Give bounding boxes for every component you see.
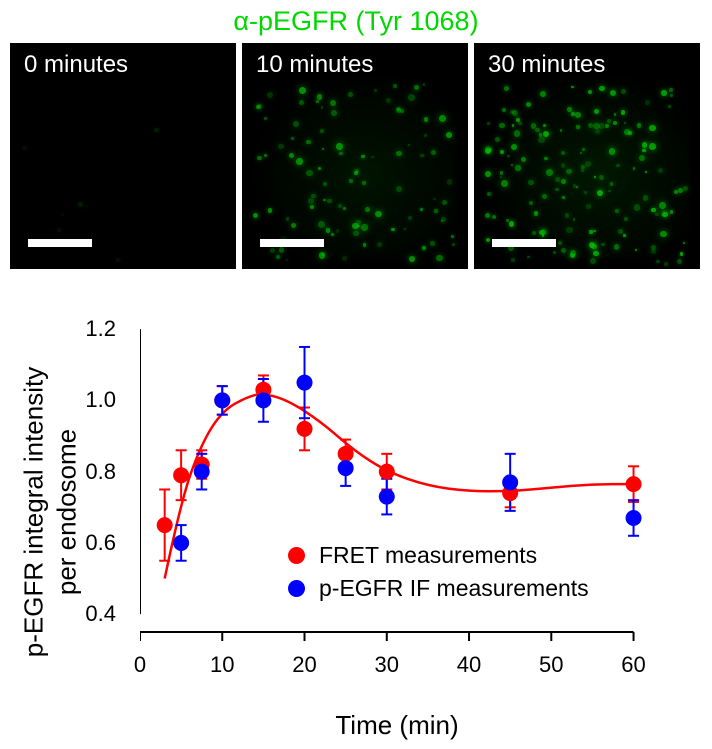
micrograph-label: 0 minutes — [24, 51, 128, 79]
legend-marker — [288, 580, 305, 597]
x-tick-label: 30 — [375, 652, 399, 678]
micrograph-panel: 0 minutes — [10, 43, 236, 269]
y-tick-label: 0.8 — [85, 459, 116, 485]
legend-label: p-EGFR IF measurements — [319, 575, 589, 602]
legend-marker — [288, 547, 305, 564]
x-tick-label: 10 — [210, 652, 234, 678]
x-axis-label: Time (min) — [335, 710, 458, 741]
micrograph-panel: 30 minutes — [474, 43, 700, 269]
scale-bar — [28, 239, 92, 247]
micrograph-row: 0 minutes 10 minutes 30 minutes — [0, 43, 712, 269]
legend-item: FRET measurements — [288, 542, 589, 569]
title-glyph: α — [233, 6, 249, 36]
x-tick-label: 40 — [457, 652, 481, 678]
title-text: -pEGFR (Tyr 1068) — [249, 6, 479, 36]
micrograph-label: 10 minutes — [256, 51, 373, 79]
y-tick-label: 0.4 — [85, 601, 116, 627]
y-axis-label: p-EGFR integral intensity per endosome — [18, 367, 83, 657]
chart: p-EGFR integral intensity per endosome T… — [62, 312, 672, 722]
y-tick-label: 1.2 — [85, 316, 116, 342]
figure-title: α-pEGFR (Tyr 1068) — [0, 0, 712, 43]
x-tick-label: 0 — [134, 652, 146, 678]
scale-bar — [260, 239, 324, 247]
micrograph-panel: 10 minutes — [242, 43, 468, 269]
y-axis-label-line1: p-EGFR integral intensity — [19, 367, 49, 657]
micrograph-label: 30 minutes — [488, 51, 605, 79]
x-tick-label: 50 — [539, 652, 563, 678]
y-tick-label: 0.6 — [85, 530, 116, 556]
legend-item: p-EGFR IF measurements — [288, 575, 589, 602]
x-tick-label: 20 — [292, 652, 316, 678]
legend: FRET measurements p-EGFR IF measurements — [288, 542, 589, 608]
x-tick-label: 60 — [621, 652, 645, 678]
legend-label: FRET measurements — [319, 542, 537, 569]
y-axis-label-line2: per endosome — [51, 429, 81, 595]
figure-container: α-pEGFR (Tyr 1068) 0 minutes 10 minutes 30… — [0, 0, 712, 749]
y-tick-label: 1.0 — [85, 387, 116, 413]
scale-bar — [492, 239, 556, 247]
